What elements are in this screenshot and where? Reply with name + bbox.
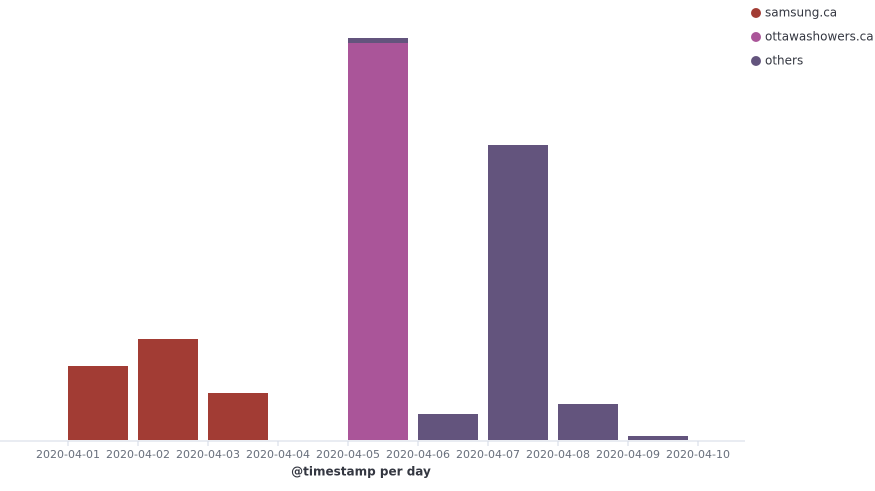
bar [138, 339, 198, 440]
x-tick-label: 2020-04-07 [456, 448, 520, 461]
legend-label: ottawashowers.ca [765, 30, 874, 44]
x-tick-label: 2020-04-03 [176, 448, 240, 461]
x-tick-label: 2020-04-02 [106, 448, 170, 461]
bar [558, 404, 618, 440]
x-tick-label: 2020-04-01 [36, 448, 100, 461]
x-tick-label: 2020-04-06 [386, 448, 450, 461]
bar [348, 43, 408, 440]
legend-label: samsung.ca [765, 6, 837, 20]
x-tick-label: 2020-04-09 [596, 448, 660, 461]
bar [348, 38, 408, 43]
legend-marker [751, 56, 761, 66]
bar [68, 366, 128, 440]
bar [208, 393, 268, 440]
legend-marker [751, 8, 761, 18]
bar [628, 436, 688, 440]
x-tick-label: 2020-04-10 [666, 448, 730, 461]
legend: samsung.ca ottawashowers.ca others [751, 6, 874, 68]
bar [488, 145, 548, 440]
legend-marker [751, 32, 761, 42]
legend-label: others [765, 54, 803, 68]
x-tick-label: 2020-04-08 [526, 448, 590, 461]
x-tick-label: 2020-04-04 [246, 448, 310, 461]
x-tick-label: 2020-04-05 [316, 448, 380, 461]
bar [418, 414, 478, 440]
x-axis-title: @timestamp per day [291, 465, 431, 479]
